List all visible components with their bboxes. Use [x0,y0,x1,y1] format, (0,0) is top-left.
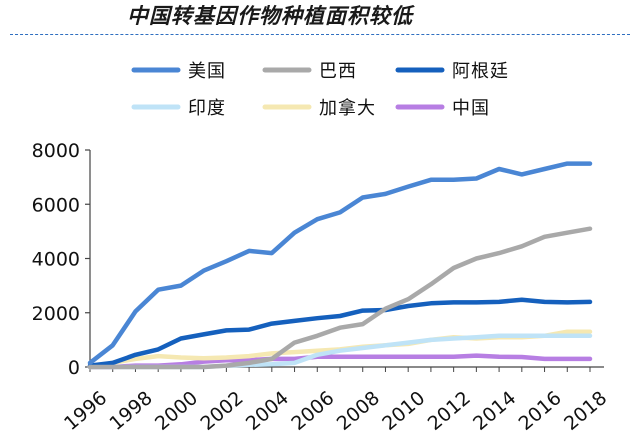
x-tick-label: 1998 [105,387,156,435]
series-line-5 [87,353,593,370]
legend-label: 加拿大 [319,97,376,119]
y-tick-label: 2000 [32,303,80,325]
series-line-3 [87,333,593,370]
x-tick-label: 2008 [333,387,384,435]
x-tick-label: 1996 [60,387,111,435]
y-tick-label: 4000 [32,249,80,271]
legend-label: 巴西 [319,61,357,82]
legend-label: 美国 [188,61,226,82]
chart-title: 中国转基因作物种植面积较低 [127,4,413,28]
x-tick-label: 2000 [151,387,202,435]
y-axis: 0 2000 4000 6000 8000 [32,140,91,379]
series-line-2 [87,297,593,368]
y-tick-label: 8000 [32,140,80,162]
x-tick-label: 2018 [560,387,611,435]
series-line-1 [87,226,593,370]
x-tick-label: 2016 [515,387,566,435]
legend-label: 阿根廷 [452,61,509,82]
y-tick-label: 6000 [32,194,80,216]
x-tick-label: 2002 [196,387,247,435]
legend-label: 印度 [188,98,226,119]
x-tick-label: 2010 [378,387,429,435]
x-tick-label: 2014 [469,387,520,435]
x-axis: 1996199820002002200420062008201020122014… [60,366,611,435]
series-layer [87,161,593,370]
legend-label: 中国 [452,98,490,119]
x-tick-label: 2006 [287,387,338,435]
title-divider [10,34,630,35]
series-line-0 [87,161,593,366]
x-tick-label: 2004 [242,387,293,435]
x-tick-label: 2012 [424,387,475,435]
y-tick-label: 0 [68,357,80,379]
